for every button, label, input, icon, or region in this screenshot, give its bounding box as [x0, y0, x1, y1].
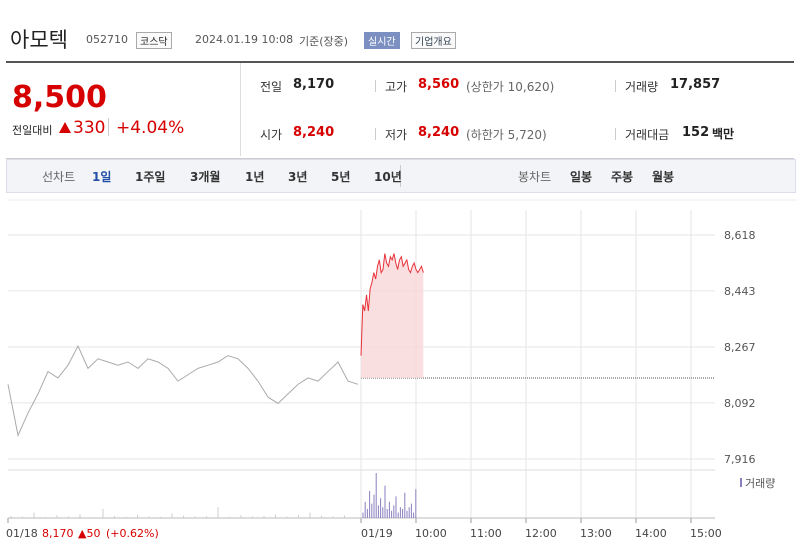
basis: 기준(장중)	[299, 35, 349, 48]
stat-unit: 백만	[712, 127, 735, 141]
price-line	[7, 344, 359, 438]
stat-value: 8,240	[293, 125, 335, 140]
stat-label: 시가	[260, 128, 283, 142]
line-chart-label: 선차트	[42, 170, 76, 184]
stat-value: 152	[682, 125, 710, 140]
market: 코스닥	[136, 32, 172, 49]
y-tick-label: 7,916	[724, 453, 756, 466]
candle-tab[interactable]: 월봉	[652, 170, 675, 184]
y-tick-label: 8,443	[724, 285, 756, 298]
divider	[375, 80, 376, 92]
stat-value: 17,857	[670, 77, 721, 92]
stock-name: 아모텍	[10, 28, 68, 52]
company-button[interactable]: 기업개요	[411, 32, 456, 49]
x-tick-label: 13:00	[580, 527, 612, 540]
tab-bar	[6, 159, 796, 193]
period-tab[interactable]: 5년	[331, 170, 351, 184]
stat-label: 거래량	[625, 80, 659, 94]
datetime: 2024.01.19 10:08	[195, 33, 294, 46]
divider	[615, 80, 616, 92]
quote-box	[6, 61, 794, 159]
stat-label: 전일	[260, 80, 283, 94]
candle-chart-label: 봉차트	[518, 170, 552, 184]
divider	[615, 128, 616, 140]
stat-label: 고가	[385, 80, 408, 94]
x-tick-label: 11:00	[470, 527, 502, 540]
footer-rate: (+0.62%)	[106, 527, 159, 540]
price-line	[360, 253, 424, 356]
divider	[400, 165, 401, 187]
stat-label: 저가	[385, 128, 408, 142]
x-tick-label: 14:00	[635, 527, 667, 540]
legend-label: 거래량	[745, 477, 775, 490]
x-tick-label: 12:00	[525, 527, 557, 540]
period-tab[interactable]: 3년	[288, 170, 308, 184]
y-tick-label: 8,092	[724, 397, 756, 410]
divider	[375, 128, 376, 140]
change: 330	[73, 118, 106, 138]
stock-code: 052710	[86, 33, 128, 46]
stat-note: (하한가 5,720)	[466, 128, 547, 142]
period-tab[interactable]: 3개월	[190, 170, 221, 184]
footer-price: 8,170	[42, 527, 74, 540]
price: 8,500	[12, 80, 107, 115]
y-tick-label: 8,267	[724, 341, 756, 354]
x-tick-label: 01/18	[6, 527, 38, 540]
price-area	[361, 253, 424, 378]
y-tick-label: 8,618	[724, 229, 756, 242]
realtime[interactable]: 실시간	[364, 32, 400, 49]
legend-swatch	[740, 478, 742, 487]
period-tab[interactable]: 1년	[245, 170, 265, 184]
period-tab[interactable]: 10년	[374, 170, 402, 184]
candle-tab[interactable]: 일봉	[570, 170, 593, 184]
stat-value: 8,170	[293, 77, 335, 92]
chart: 8,618 8,443 8,267 8,092 7,916 01/18 01/19 10:00…	[6, 199, 797, 540]
stat-note: (상한가 10,620)	[466, 80, 555, 94]
x-tick-label: 10:00	[415, 527, 447, 540]
stat-label: 거래대금	[625, 128, 670, 142]
period-tab[interactable]: 1주일	[135, 170, 166, 184]
period-tab[interactable]: 1일	[92, 170, 112, 184]
footer-change: ▲50	[78, 527, 100, 540]
stat-value: 8,240	[418, 125, 460, 140]
divider	[108, 118, 109, 136]
divider	[240, 63, 241, 156]
change-label: 전일대비	[12, 124, 53, 137]
stat-value: 8,560	[418, 77, 460, 92]
up-icon	[59, 122, 71, 133]
x-tick-label: 01/19	[361, 527, 393, 540]
rate: +4.04%	[116, 118, 185, 138]
x-tick-label: 15:00	[690, 527, 722, 540]
candle-tab[interactable]: 주봉	[611, 170, 634, 184]
